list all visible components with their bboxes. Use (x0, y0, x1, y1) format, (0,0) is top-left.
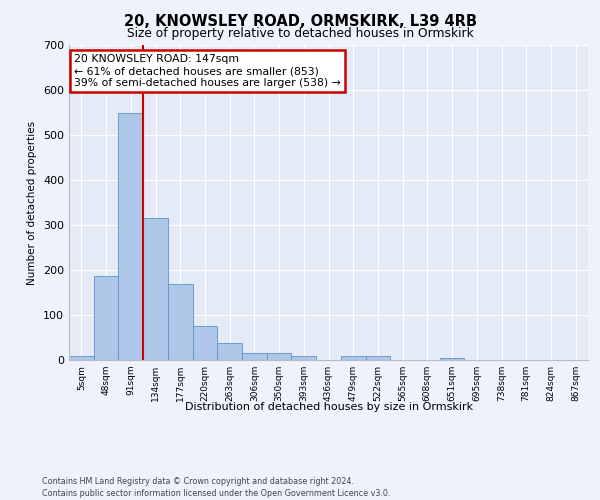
Bar (267, 353, 292, 360)
Y-axis label: Number of detached properties: Number of detached properties (28, 120, 37, 284)
Bar (193, 326, 217, 360)
Text: 20 KNOWSLEY ROAD: 147sqm
← 61% of detached houses are smaller (853)
39% of semi-: 20 KNOWSLEY ROAD: 147sqm ← 61% of detach… (74, 54, 341, 88)
Bar (242, 353, 267, 360)
Bar (94, 276, 118, 360)
Text: Distribution of detached houses by size in Ormskirk: Distribution of detached houses by size … (185, 402, 473, 412)
Bar (143, 218, 168, 360)
Bar (168, 284, 193, 360)
Text: Contains HM Land Registry data © Crown copyright and database right 2024.
Contai: Contains HM Land Registry data © Crown c… (42, 476, 391, 498)
Text: 20, KNOWSLEY ROAD, ORMSKIRK, L39 4RB: 20, KNOWSLEY ROAD, ORMSKIRK, L39 4RB (124, 14, 476, 29)
Bar (365, 356, 390, 360)
Bar (440, 358, 464, 360)
Bar (292, 356, 316, 360)
Bar (341, 356, 365, 360)
Bar (217, 343, 242, 360)
Bar (118, 114, 143, 360)
Text: Size of property relative to detached houses in Ormskirk: Size of property relative to detached ho… (127, 28, 473, 40)
Bar (69, 356, 94, 360)
